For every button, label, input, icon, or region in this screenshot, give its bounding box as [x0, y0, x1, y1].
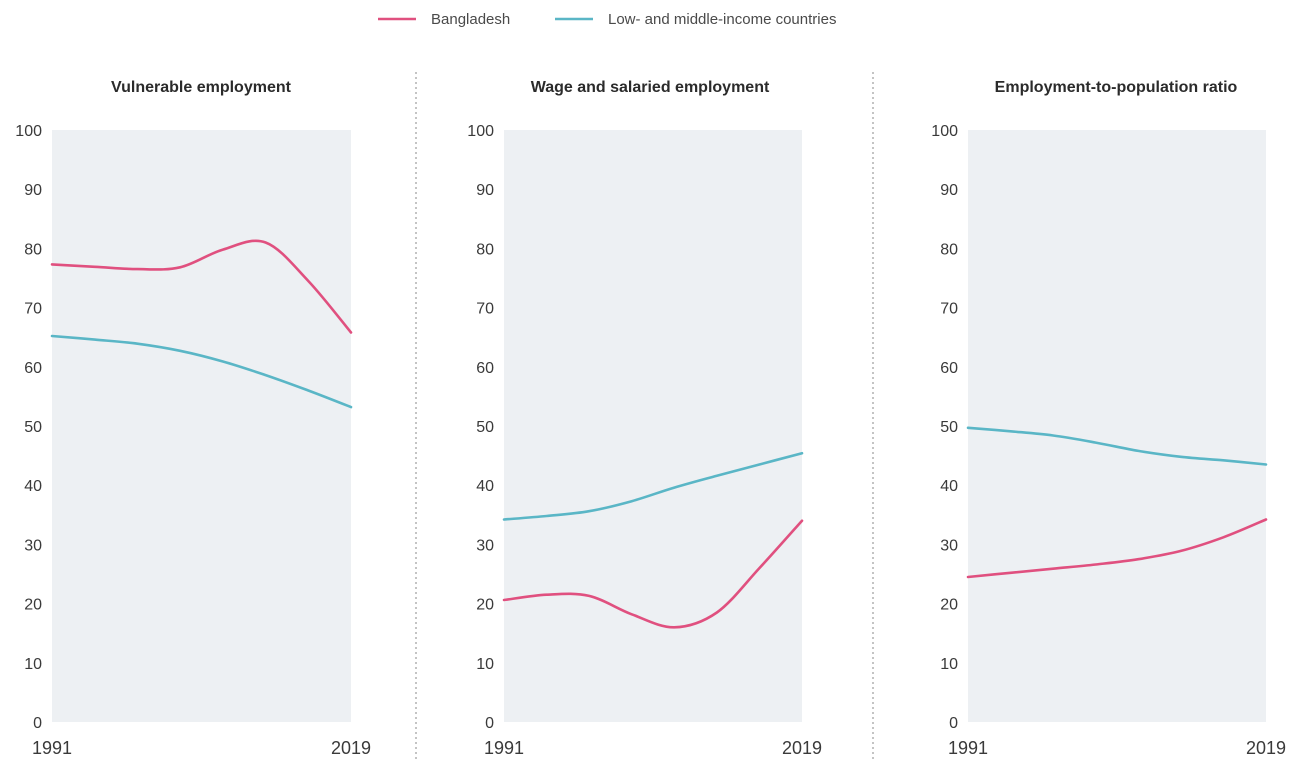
series-line-bangladesh	[966, 518, 1268, 579]
x-tick-label: 1991	[32, 738, 72, 758]
x-tick-label: 1991	[484, 738, 524, 758]
series-line-lmic	[502, 451, 804, 521]
y-tick-label: 100	[931, 123, 958, 140]
y-tick-label: 10	[476, 656, 494, 673]
y-tick-label: 40	[24, 478, 42, 495]
panel-title: Wage and salaried employment	[531, 79, 770, 96]
y-tick-label: 80	[24, 241, 42, 258]
y-tick-label: 50	[24, 419, 42, 436]
y-tick-label: 60	[476, 360, 494, 377]
series-line-bangladesh	[502, 519, 804, 629]
chart-panels: Vulnerable employment 0 10 20 30 40 50 60 70 80 90…	[15, 79, 1286, 758]
chart-panel-2: Wage and salaried employment 0 10 20 30 40 50 6…	[467, 79, 822, 758]
chart-panel-1: Vulnerable employment 0 10 20 30 40 50 60 70 80 90…	[15, 79, 371, 758]
y-tick-label: 70	[940, 301, 958, 318]
plot-area	[968, 130, 1266, 722]
y-tick-label: 50	[476, 419, 494, 436]
plot-area	[504, 130, 802, 722]
y-tick-label: 90	[940, 182, 958, 199]
y-tick-label: 40	[940, 478, 958, 495]
panel-title: Vulnerable employment	[111, 79, 292, 96]
y-tick-label: 10	[940, 656, 958, 673]
y-tick-label: 0	[485, 715, 494, 732]
legend-label-lmic: Low- and middle-income countries	[608, 11, 836, 28]
y-tick-label: 80	[476, 241, 494, 258]
y-tick-label: 50	[940, 419, 958, 436]
y-tick-label: 90	[476, 182, 494, 199]
y-tick-label: 100	[467, 123, 494, 140]
y-tick-label: 20	[476, 597, 494, 614]
y-tick-label: 100	[15, 123, 42, 140]
y-tick-label: 60	[940, 360, 958, 377]
series-line-lmic	[50, 334, 353, 409]
legend-label-bangladesh: Bangladesh	[431, 11, 510, 28]
y-tick-label: 80	[940, 241, 958, 258]
y-tick-label: 0	[33, 715, 42, 732]
y-tick-label: 20	[940, 597, 958, 614]
plot-area	[52, 130, 351, 722]
y-tick-label: 60	[24, 360, 42, 377]
series-line-lmic	[966, 426, 1268, 466]
y-tick-label: 70	[24, 301, 42, 318]
y-tick-label: 10	[24, 656, 42, 673]
legend: Bangladesh Low- and middle-income countr…	[378, 11, 836, 28]
panel-title: Employment-to-population ratio	[995, 79, 1238, 96]
x-tick-label: 2019	[1246, 738, 1286, 758]
y-tick-label: 30	[476, 537, 494, 554]
y-tick-label: 0	[949, 715, 958, 732]
y-tick-label: 90	[24, 182, 42, 199]
y-tick-label: 30	[24, 537, 42, 554]
y-tick-label: 30	[940, 537, 958, 554]
x-tick-label: 1991	[948, 738, 988, 758]
y-tick-label: 40	[476, 478, 494, 495]
series-line-bangladesh	[50, 239, 353, 334]
y-tick-label: 20	[24, 597, 42, 614]
y-tick-label: 70	[476, 301, 494, 318]
x-tick-label: 2019	[782, 738, 822, 758]
chart-panel-3: Employment-to-population ratio 0 10 20 30 40 5…	[931, 79, 1286, 758]
x-tick-label: 2019	[331, 738, 371, 758]
